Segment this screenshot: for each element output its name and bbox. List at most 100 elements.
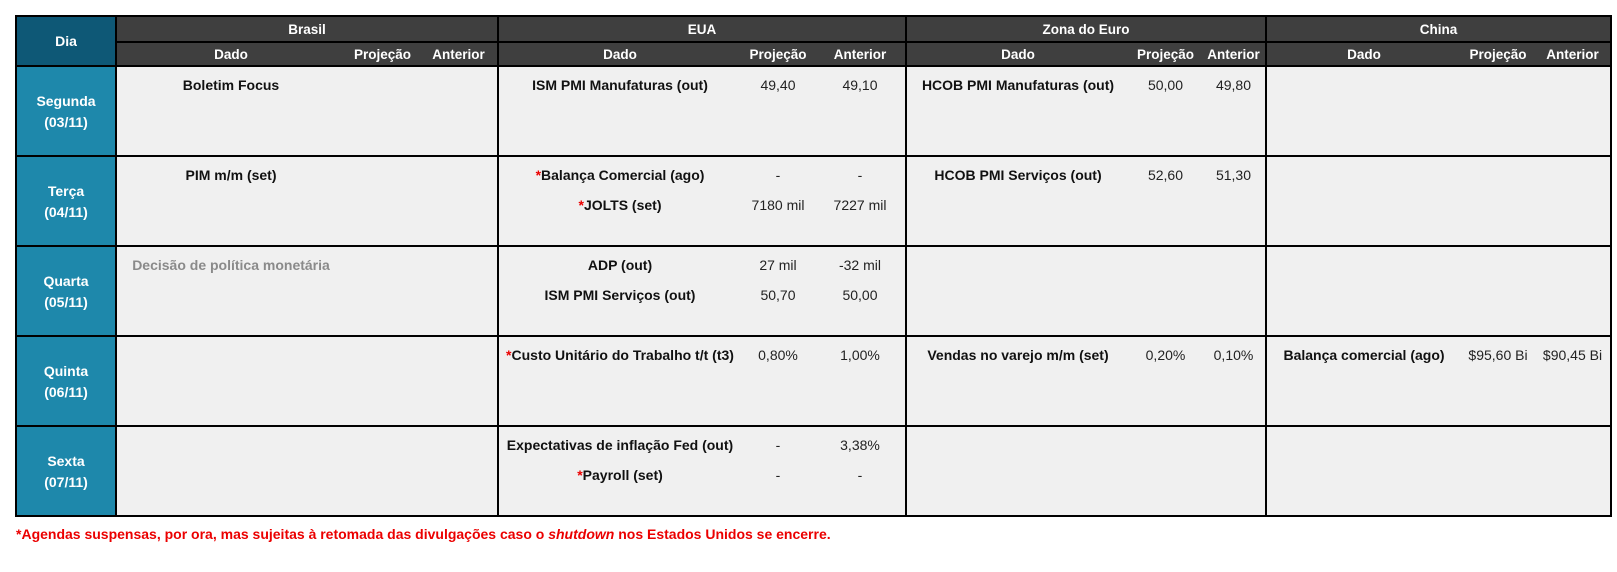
cell-terca-brasil: PIM m/m (set) [117,157,497,245]
column-header-dado: Dado [214,46,248,62]
day-name: Quarta [43,272,89,289]
section-header-brasil: Brasil [117,17,497,41]
column-header-anterior: Anterior [1546,46,1599,62]
economic-calendar-table: Dia Brasil EUA Zona do Euro China Dado P… [15,15,1612,517]
column-header-anterior: Anterior [432,46,485,62]
event-item: *Payroll (set) - - [499,466,905,485]
projection-value: - [775,437,781,453]
cell-quarta-china [1267,247,1610,335]
column-header-projecao: Projeção [353,46,412,62]
day-date: (05/11) [44,293,88,310]
previous-value: 51,30 [1215,167,1252,183]
event-item: Decisão de política monetária [117,256,497,275]
event-name: Expectativas de inflação Fed (out) [506,437,734,453]
event-item: Vendas no varejo m/m (set) 0,20% 0,10% [907,346,1265,365]
previous-value: 7227 mil [833,197,887,213]
previous-value: 50,00 [842,287,878,303]
day-cell-quarta: Quarta (05/11) [17,247,115,335]
event-name: *Balança Comercial (ago) [535,167,705,183]
event-name: HCOB PMI Serviços (out) [934,167,1102,183]
event-item: PIM m/m (set) [117,166,497,185]
projection-value: 0,20% [1145,347,1186,363]
day-date: (06/11) [44,383,88,400]
projection-value: 52,60 [1147,167,1184,183]
previous-value: 1,00% [840,347,880,363]
cell-segunda-eua: ISM PMI Manufaturas (out) 49,40 49,10 [499,67,905,155]
event-item: ISM PMI Serviços (out) 50,70 50,00 [499,286,905,305]
event-item: Balança comercial (ago) $95,60 Bi $90,45… [1267,346,1610,365]
previous-value: - [857,167,863,183]
suspended-asterisk: * [577,467,583,483]
suspended-asterisk: * [506,347,512,363]
cell-segunda-china [1267,67,1610,155]
suspended-asterisk: * [535,167,542,183]
previous-value: -32 mil [838,257,881,273]
projection-value: - [775,467,781,483]
day-date: (03/11) [44,113,88,130]
column-header-dado: Dado [1347,46,1381,62]
event-name: HCOB PMI Manufaturas (out) [921,77,1115,93]
footnote-italic-word: shutdown [548,526,615,542]
day-cell-quinta: Quinta (06/11) [17,337,115,425]
previous-value: 49,10 [842,77,878,93]
event-name: ADP (out) [587,257,653,273]
cell-quinta-brasil [117,337,497,425]
previous-value: $90,45 Bi [1542,347,1603,363]
event-item: ISM PMI Manufaturas (out) 49,40 49,10 [499,76,905,95]
event-item: Boletim Focus [117,76,497,95]
cell-sexta-brasil [117,427,497,515]
cell-terca-zona-do-euro: HCOB PMI Serviços (out) 52,60 51,30 [907,157,1265,245]
event-item: *Custo Unitário do Trabalho t/t (t3) 0,8… [499,346,905,365]
cell-terca-china [1267,157,1610,245]
projection-value: $95,60 Bi [1468,347,1528,363]
day-date: (07/11) [44,473,88,490]
day-name: Quinta [43,362,89,379]
projection-value: 50,00 [1147,77,1184,93]
previous-value: 3,38% [840,437,880,453]
cell-segunda-zona-do-euro: HCOB PMI Manufaturas (out) 50,00 49,80 [907,67,1265,155]
event-name: *Custo Unitário do Trabalho t/t (t3) [506,347,734,363]
day-cell-segunda: Segunda (03/11) [17,67,115,155]
event-item: *JOLTS (set) 7180 mil 7227 mil [499,196,905,215]
projection-value: 0,80% [758,347,798,363]
cell-sexta-eua: Expectativas de inflação Fed (out) - 3,3… [499,427,905,515]
event-item: ADP (out) 27 mil -32 mil [499,256,905,275]
section-header-eua: EUA [499,17,905,41]
event-name: *Payroll (set) [577,467,663,483]
event-name: Boletim Focus [182,77,280,93]
day-date: (04/11) [44,203,88,220]
column-header-projecao: Projeção [749,46,807,62]
projection-value: 7180 mil [751,197,805,213]
day-name: Segunda [36,92,96,109]
cell-quarta-eua: ADP (out) 27 mil -32 mil ISM PMI Serviço… [499,247,905,335]
cell-segunda-brasil: Boletim Focus [117,67,497,155]
subheader-china: Dado Projeção Anterior [1267,43,1610,65]
event-name: ISM PMI Serviços (out) [544,287,696,303]
footnote: *Agendas suspensas, por ora, mas sujeita… [16,526,831,542]
day-cell-terca: Terça (04/11) [17,157,115,245]
footnote-text-post: nos Estados Unidos se encerre. [614,526,831,542]
projection-value: - [775,167,781,183]
previous-value: - [857,467,863,483]
previous-value: 49,80 [1215,77,1252,93]
event-item: *Balança Comercial (ago) - - [499,166,905,185]
event-item: HCOB PMI Manufaturas (out) 50,00 49,80 [907,76,1265,95]
cell-quarta-zona-do-euro [907,247,1265,335]
column-header-anterior: Anterior [833,46,887,62]
event-name: ISM PMI Manufaturas (out) [532,77,708,93]
projection-value: 50,70 [760,287,796,303]
previous-value: 0,10% [1213,347,1254,363]
cell-terca-eua: *Balança Comercial (ago) - - *JOLTS (set… [499,157,905,245]
subheader-eua: Dado Projeção Anterior [499,43,905,65]
suspended-asterisk: * [578,197,584,213]
event-name: PIM m/m (set) [185,167,277,183]
subheader-zona-do-euro: Dado Projeção Anterior [907,43,1265,65]
day-column-header: Dia [17,17,115,65]
event-name: Decisão de política monetária [132,257,330,273]
day-name: Terça [47,182,85,199]
projection-value: 27 mil [759,257,797,273]
column-header-dado: Dado [603,46,637,62]
event-name: *JOLTS (set) [578,197,662,213]
column-header-projecao: Projeção [1469,46,1527,62]
footnote-asterisk: * [16,526,22,542]
